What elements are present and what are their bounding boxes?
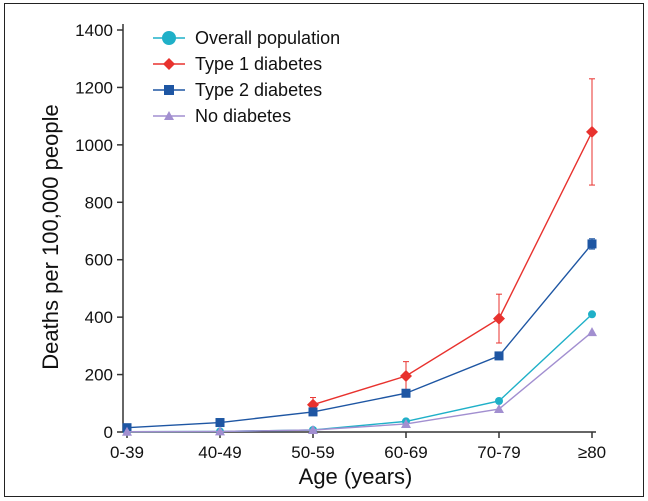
y-ticks: 0 200 400 600 800 1000 1200 1400 bbox=[75, 21, 123, 442]
legend-item: Overall population bbox=[153, 28, 340, 48]
data-point bbox=[494, 404, 504, 414]
data-point bbox=[122, 426, 132, 436]
data-point bbox=[587, 239, 597, 249]
y-tick-label: 600 bbox=[85, 251, 113, 270]
data-point bbox=[495, 396, 503, 405]
data-point bbox=[308, 424, 318, 434]
series-overall-population bbox=[123, 310, 596, 436]
data-point bbox=[587, 327, 597, 337]
data-point bbox=[494, 351, 504, 361]
y-axis-title: Deaths per 100,000 people bbox=[38, 104, 63, 369]
x-axis-title: Age (years) bbox=[299, 464, 413, 489]
data-point bbox=[215, 426, 225, 436]
series-layer bbox=[122, 78, 598, 436]
legend-marker bbox=[163, 58, 175, 70]
data-point bbox=[401, 388, 411, 398]
axes bbox=[122, 24, 596, 433]
legend-marker bbox=[164, 85, 174, 95]
legend-marker bbox=[164, 111, 174, 120]
chart-frame bbox=[4, 3, 644, 497]
y-tick-label: 0 bbox=[104, 423, 113, 442]
legend-label: No diabetes bbox=[195, 106, 291, 126]
series-line bbox=[126, 313, 593, 433]
series-no-diabetes bbox=[122, 327, 597, 436]
series-type-2-diabetes bbox=[122, 238, 597, 433]
legend-item: Type 1 diabetes bbox=[153, 54, 322, 74]
data-point bbox=[588, 310, 596, 319]
x-tick-label: 40-49 bbox=[198, 443, 241, 462]
y-tick-label: 400 bbox=[85, 308, 113, 327]
legend-item: No diabetes bbox=[153, 106, 291, 126]
series-line bbox=[312, 131, 593, 406]
legend-label: Overall population bbox=[195, 28, 340, 48]
series-line bbox=[126, 243, 593, 429]
data-point bbox=[215, 418, 225, 428]
legend-item: Type 2 diabetes bbox=[153, 80, 322, 100]
x-tick-label: 70-79 bbox=[477, 443, 520, 462]
series-line bbox=[126, 331, 593, 433]
x-tick-label: 50-59 bbox=[291, 443, 334, 462]
data-point bbox=[401, 418, 411, 428]
data-point bbox=[493, 312, 505, 325]
x-ticks: 0-39 40-49 50-59 60-69 70-79 ≥80 bbox=[110, 432, 606, 462]
x-tick-label: ≥80 bbox=[578, 443, 606, 462]
y-tick-label: 200 bbox=[85, 366, 113, 385]
data-point bbox=[400, 370, 412, 383]
x-tick-label: 60-69 bbox=[384, 443, 427, 462]
legend: Overall population Type 1 diabetes Type 2 … bbox=[153, 28, 340, 126]
legend-label: Type 2 diabetes bbox=[195, 80, 322, 100]
legend-label: Type 1 diabetes bbox=[195, 54, 322, 74]
series-type-1-diabetes bbox=[307, 78, 598, 413]
data-point bbox=[308, 407, 318, 417]
y-tick-label: 1000 bbox=[75, 136, 113, 155]
x-tick-label: 0-39 bbox=[110, 443, 144, 462]
legend-marker bbox=[162, 31, 176, 45]
data-point bbox=[586, 125, 598, 138]
y-tick-label: 1400 bbox=[75, 21, 113, 40]
y-tick-label: 800 bbox=[85, 193, 113, 212]
y-tick-label: 1200 bbox=[75, 78, 113, 97]
